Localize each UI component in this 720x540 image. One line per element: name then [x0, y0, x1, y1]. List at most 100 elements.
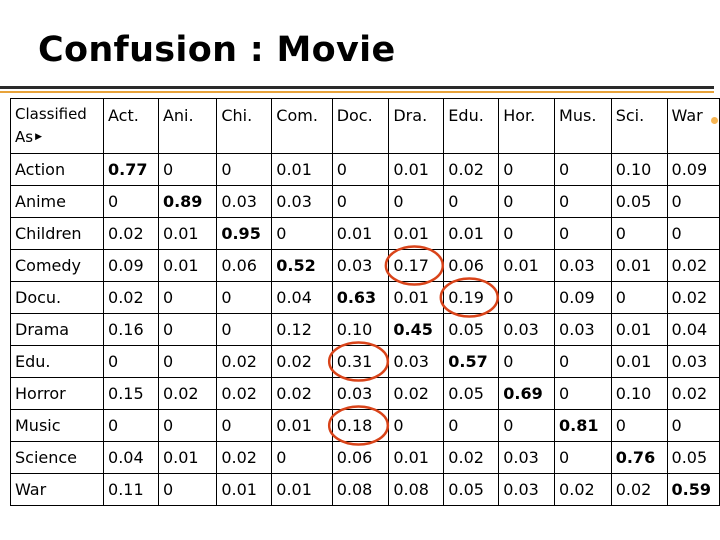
matrix-cell: 0	[666, 217, 720, 250]
matrix-cell: 0.03	[331, 249, 390, 282]
matrix-body: Action 0.77 0 0 0.01 0 0.01 0.02 0 0 0.10 0.09 Anime…	[9, 153, 720, 506]
matrix-cell: 0.19	[443, 281, 500, 314]
matrix-cell: 0.04	[103, 441, 159, 474]
matrix-cell: 0.01	[388, 441, 445, 474]
matrix-cell: 0.02	[554, 473, 612, 506]
matrix-cell: 0.31	[331, 345, 390, 378]
matrix-cell: 0.03	[554, 313, 612, 346]
table-row: Anime 0 0.89 0.03 0.03 0 0 0 0 0 0.05 0	[9, 185, 720, 218]
matrix-cell: 0.15	[103, 377, 159, 410]
matrix-cell: 0.05	[610, 185, 668, 218]
matrix-cell: 0.02	[271, 377, 333, 410]
matrix-cell: 0	[216, 281, 273, 314]
matrix-cell: 0.03	[666, 345, 720, 378]
row-label: Edu.	[9, 345, 105, 378]
matrix-cell: 0.16	[103, 313, 159, 346]
matrix-cell: 0.01	[610, 313, 668, 346]
matrix-cell: 0.04	[271, 281, 333, 314]
matrix-cell: 0.89	[157, 185, 218, 218]
matrix-cell: 0	[554, 441, 612, 474]
column-header: Mus.	[554, 98, 612, 154]
matrix-cell: 0.10	[610, 377, 668, 410]
table-row: Edu. 0 0 0.02 0.02 0.31 0.03 0.57 0 0 0.01 0.03	[9, 345, 720, 378]
matrix-cell: 0.09	[666, 153, 720, 186]
matrix-cell: 0	[157, 409, 218, 442]
matrix-cell: 0.03	[331, 377, 390, 410]
matrix-cell: 0	[554, 153, 612, 186]
row-label: Docu.	[9, 281, 105, 314]
matrix-cell: 0.76	[610, 441, 668, 474]
matrix-cell: 0.02	[443, 153, 500, 186]
matrix-cell: 0	[103, 185, 159, 218]
column-header: Chi.	[216, 98, 273, 154]
matrix-cell: 0.01	[271, 473, 333, 506]
matrix-cell: 0	[331, 153, 390, 186]
matrix-cell: 0.69	[498, 377, 556, 410]
matrix-cell: 0.01	[157, 441, 218, 474]
matrix-cell: 0.18	[331, 409, 390, 442]
matrix-cell: 0.02	[666, 249, 720, 282]
matrix-cell: 0.63	[331, 281, 390, 314]
matrix-cell: 0	[157, 313, 218, 346]
column-header: Ani.	[157, 98, 218, 154]
matrix-cell: 0.02	[388, 377, 445, 410]
matrix-cell: 0.01	[157, 217, 218, 250]
matrix-cell: 0.05	[666, 441, 720, 474]
matrix-cell: 0.06	[331, 441, 390, 474]
matrix-cell: 0	[610, 217, 668, 250]
matrix-cell: 0.01	[498, 249, 556, 282]
matrix-cell: 0	[157, 153, 218, 186]
matrix-cell: 0.77	[103, 153, 159, 186]
matrix-cell: 0.01	[271, 409, 333, 442]
title-accent-line	[0, 91, 714, 93]
matrix-cell: 0.17	[388, 249, 445, 282]
row-label: Music	[9, 409, 105, 442]
row-label: Horror	[9, 377, 105, 410]
matrix-cell: 0	[388, 409, 445, 442]
table-row: Science 0.04 0.01 0.02 0 0.06 0.01 0.02 0.03 0 0.7…	[9, 441, 720, 474]
matrix-cell: 0.02	[610, 473, 668, 506]
matrix-cell: 0.08	[331, 473, 390, 506]
matrix-cell: 0.11	[103, 473, 159, 506]
matrix-cell: 0	[498, 281, 556, 314]
matrix-cell: 0.01	[216, 473, 273, 506]
table-row: Action 0.77 0 0 0.01 0 0.01 0.02 0 0 0.10 0.09	[9, 153, 720, 186]
column-header: Doc.	[331, 98, 390, 154]
matrix-cell: 0	[666, 185, 720, 218]
matrix-cell: 0	[216, 313, 273, 346]
matrix-cell: 0.05	[443, 377, 500, 410]
matrix-cell: 0.06	[216, 249, 273, 282]
matrix-cell: 0.03	[554, 249, 612, 282]
matrix-cell: 0	[331, 185, 390, 218]
matrix-cell: 0	[271, 217, 333, 250]
matrix-cell: 0	[666, 409, 720, 442]
matrix-cell: 0.95	[216, 217, 273, 250]
matrix-cell: 0.09	[554, 281, 612, 314]
matrix-cell: 0.01	[331, 217, 390, 250]
matrix-cell: 0	[554, 217, 612, 250]
matrix-cell: 0	[498, 345, 556, 378]
matrix-cell: 0.12	[271, 313, 333, 346]
matrix-cell: 0.01	[388, 153, 445, 186]
matrix-cell: 0	[216, 409, 273, 442]
matrix-cell: 0	[157, 281, 218, 314]
matrix-cell: 0	[271, 441, 333, 474]
column-header: Sci.	[610, 98, 668, 154]
matrix-cell: 0.52	[271, 249, 333, 282]
matrix-cell: 0	[103, 345, 159, 378]
row-label: Action	[9, 153, 105, 186]
matrix-cell: 0	[498, 185, 556, 218]
matrix-cell: 0	[498, 217, 556, 250]
matrix-cell: 0	[498, 409, 556, 442]
row-label: War	[9, 473, 105, 506]
matrix-cell: 0.02	[216, 441, 273, 474]
column-header: Dra.	[388, 98, 445, 154]
matrix-cell: 0.57	[443, 345, 500, 378]
matrix-cell: 0.10	[610, 153, 668, 186]
matrix-cell: 0	[443, 185, 500, 218]
matrix-cell: 0.03	[498, 313, 556, 346]
row-label: Science	[9, 441, 105, 474]
matrix-cell: 0.02	[216, 377, 273, 410]
header-row: Classified As ▶ Act. Ani. Chi. Com. Doc. Dra. E…	[9, 98, 720, 154]
row-label: Drama	[9, 313, 105, 346]
